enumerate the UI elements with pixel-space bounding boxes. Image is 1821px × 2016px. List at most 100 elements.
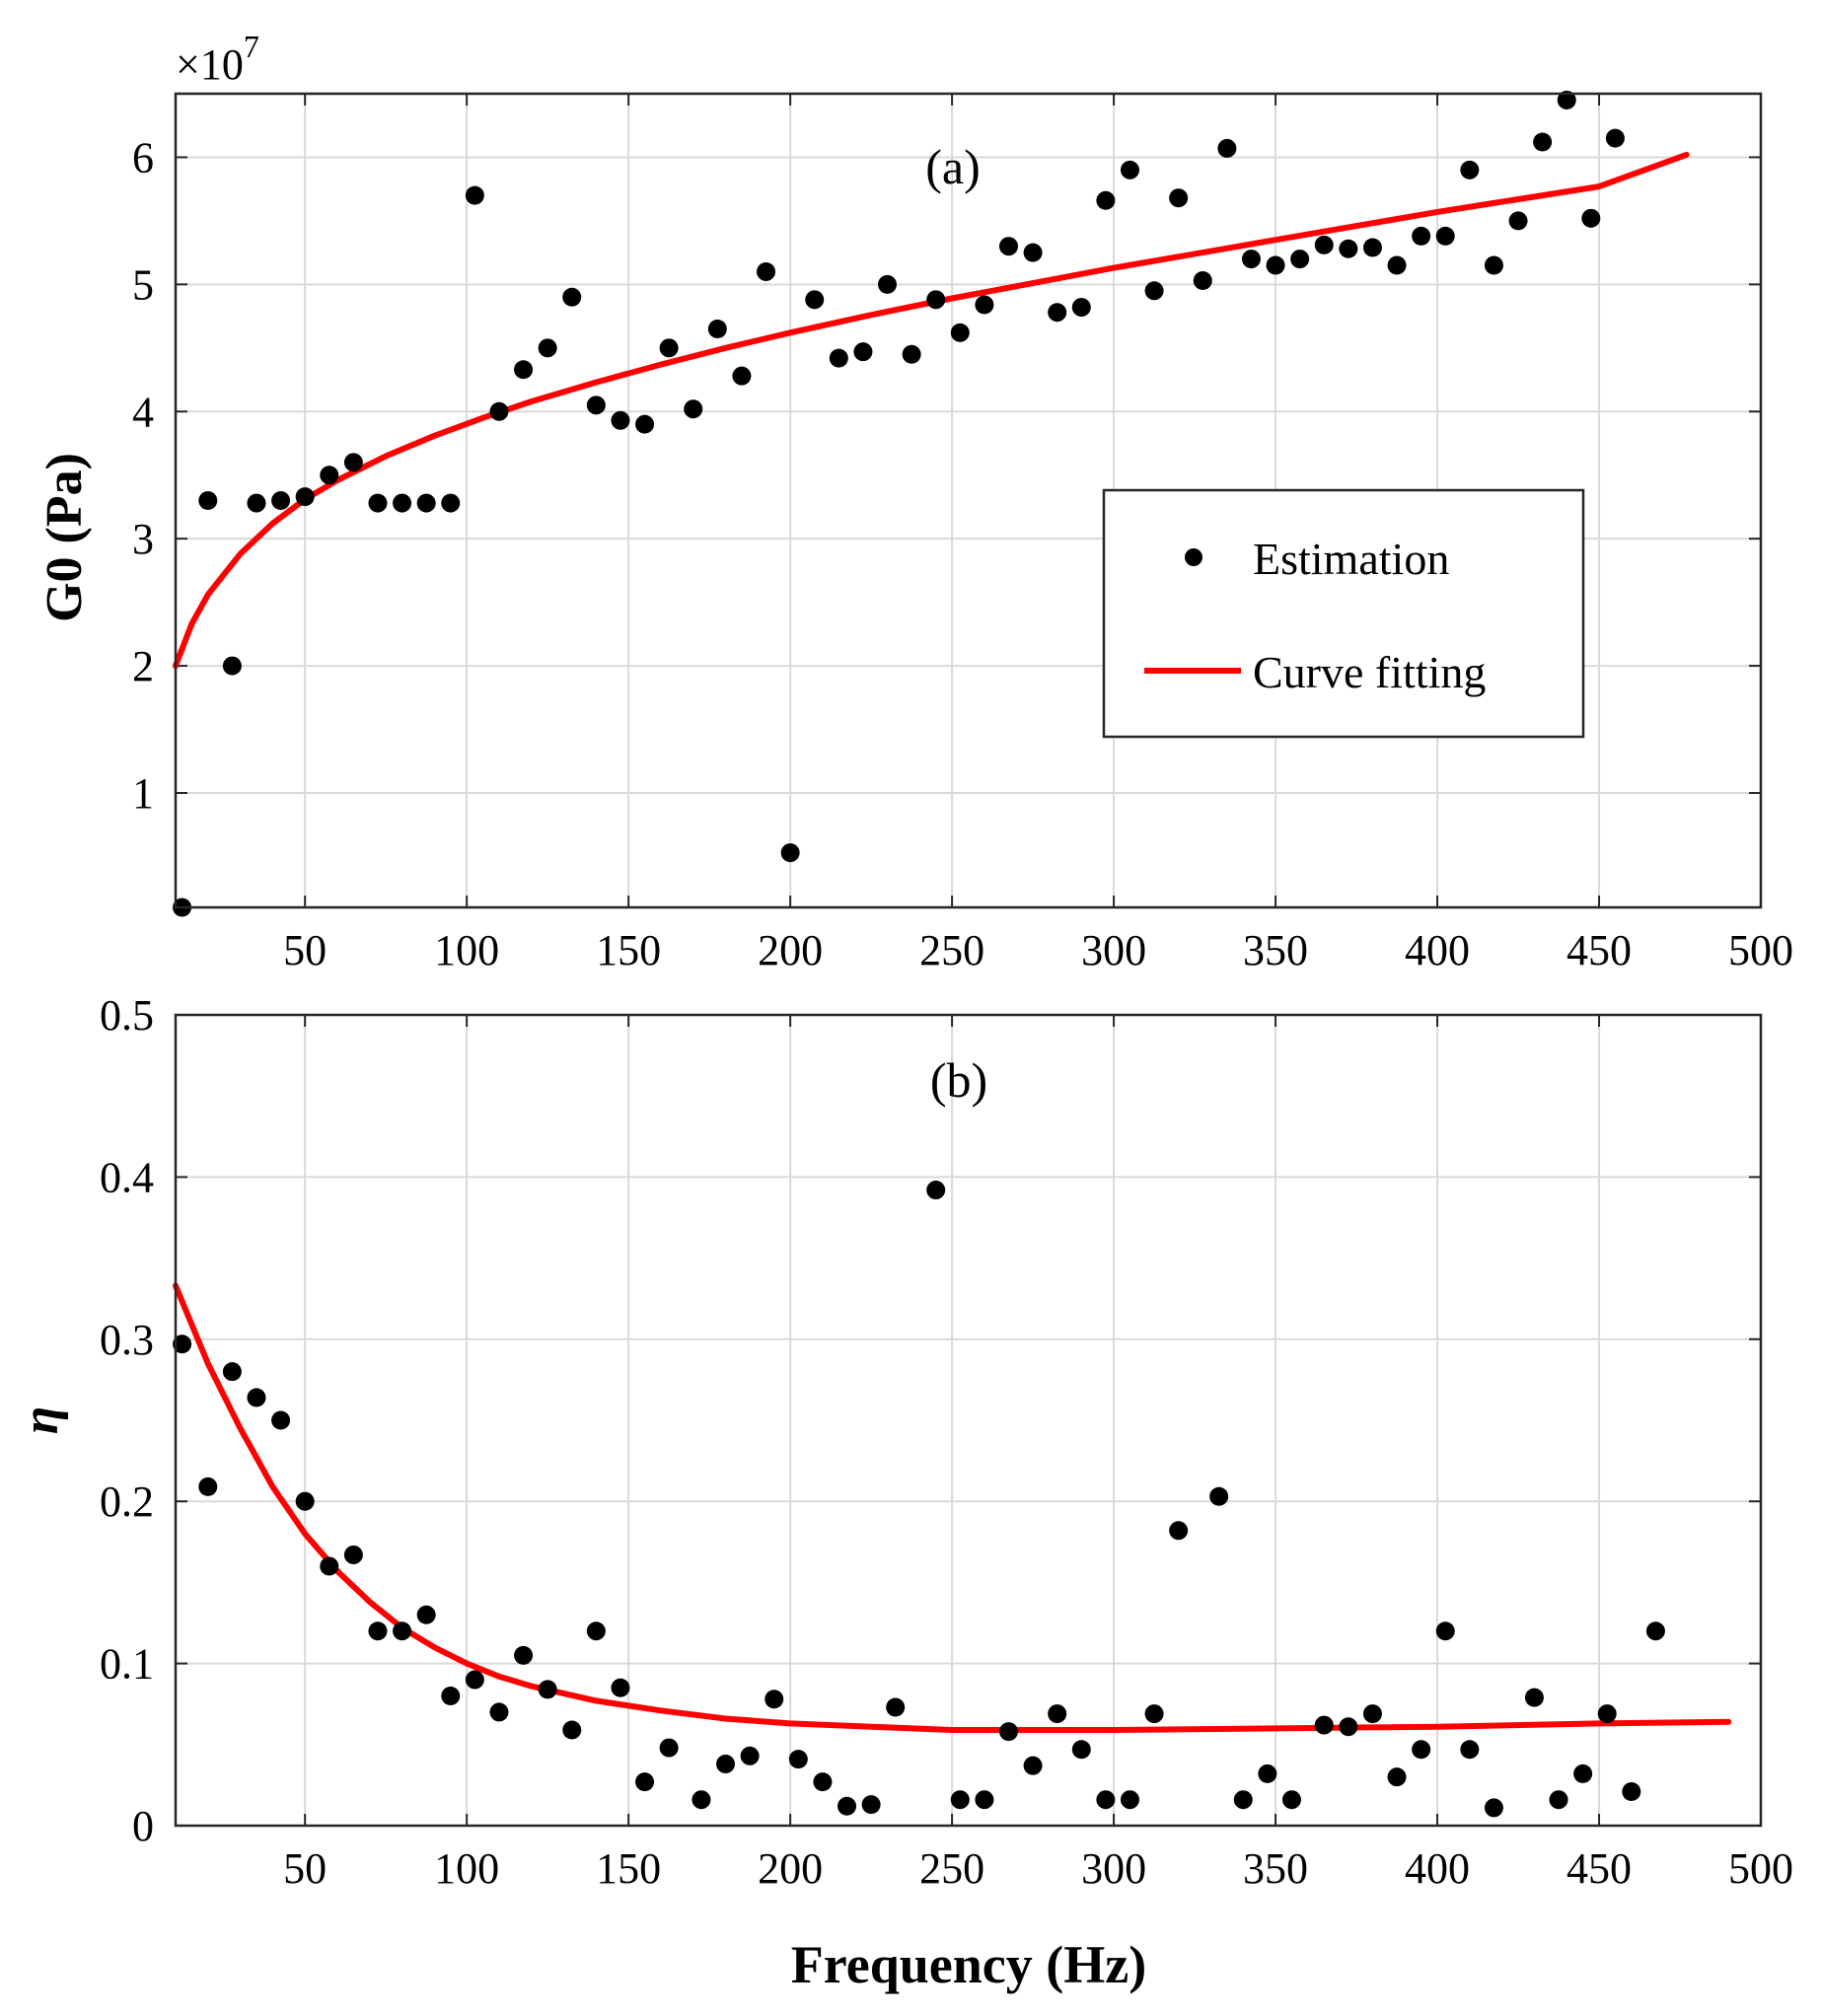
estimation-point	[861, 1795, 881, 1815]
estimation-point	[1144, 281, 1164, 301]
estimation-point	[813, 1772, 833, 1792]
x-tick-label: 200	[758, 926, 823, 974]
estimation-point	[416, 1605, 436, 1624]
estimation-point	[586, 1621, 606, 1641]
estimation-point	[295, 1491, 315, 1511]
estimation-point	[1339, 239, 1358, 258]
x-axis-label: Frequency (Hz)	[791, 1935, 1146, 1994]
estimation-point	[1362, 238, 1382, 257]
estimation-point	[829, 348, 848, 368]
y-tick-label: 5	[132, 260, 154, 309]
estimation-point	[514, 1645, 534, 1665]
y-tick-label: 0.5	[100, 991, 154, 1040]
y-tick-label: 0.1	[100, 1640, 154, 1689]
estimation-point	[1048, 303, 1067, 323]
tick-labels: 50 100 150 200 250 300 350 400 450 500 1 2 3 4 5 6	[132, 94, 1793, 974]
estimation-point	[659, 1738, 679, 1758]
estimation-point	[198, 491, 218, 510]
estimation-point	[838, 1796, 857, 1816]
estimation-point	[465, 1670, 484, 1690]
estimation-point	[465, 185, 484, 205]
estimation-point	[1290, 250, 1310, 269]
estimation-point	[1412, 226, 1431, 246]
y-tick-label: 0.3	[100, 1316, 154, 1364]
axes-frame	[174, 92, 1763, 909]
estimation-point	[1071, 298, 1091, 318]
x-tick-label: 450	[1566, 1844, 1632, 1893]
estimation-point	[1508, 211, 1528, 231]
x-tick-label: 150	[596, 1844, 661, 1893]
estimation-points	[173, 90, 1625, 917]
estimation-point	[222, 1362, 242, 1382]
estimation-point	[538, 1680, 557, 1699]
estimation-point	[514, 360, 534, 380]
estimation-point	[320, 466, 339, 485]
estimation-point	[975, 1790, 994, 1810]
y-tick-label: 3	[132, 515, 154, 563]
estimation-point	[1281, 1790, 1301, 1810]
estimation-point	[732, 366, 752, 386]
estimation-point	[692, 1790, 711, 1810]
estimation-point	[1435, 1621, 1455, 1641]
exponent-base: ×10	[176, 40, 244, 89]
estimation-point	[441, 493, 461, 513]
x-tick-label: 150	[596, 926, 661, 974]
panel-label-a: (a)	[925, 139, 981, 194]
estimation-point	[586, 396, 606, 415]
estimation-point	[271, 1410, 291, 1430]
estimation-point	[1645, 1621, 1665, 1641]
y-tick-label: 1	[132, 769, 154, 818]
estimation-point	[489, 401, 509, 421]
legend-label-curve-fitting: Curve fitting	[1253, 647, 1486, 697]
y-axis-label-b: η	[13, 1406, 69, 1435]
legend-box	[1102, 488, 1585, 739]
estimation-point	[343, 453, 363, 472]
chart-panel-b: 50 100 150 200 250 300 350 400 450 500 0 0.1 0.2 0.3 0…	[13, 991, 1793, 1994]
x-tick-label: 350	[1243, 1844, 1308, 1893]
estimation-point	[1605, 128, 1625, 148]
estimation-point	[886, 1697, 906, 1717]
estimation-point	[1096, 190, 1116, 210]
estimation-point	[1120, 160, 1139, 180]
estimation-point	[998, 1722, 1018, 1742]
x-tick-label: 350	[1243, 926, 1308, 974]
estimation-point	[368, 493, 388, 513]
x-tick-label: 300	[1081, 926, 1146, 974]
estimation-point	[1193, 270, 1212, 290]
legend-label-estimation: Estimation	[1253, 534, 1449, 584]
estimation-point	[393, 1621, 412, 1641]
estimation-point	[562, 287, 582, 307]
x-tick-label: 400	[1405, 926, 1470, 974]
estimation-point	[926, 290, 946, 310]
estimation-point	[368, 1621, 388, 1641]
estimation-point	[1023, 1756, 1043, 1775]
estimation-point	[441, 1686, 461, 1705]
y-axis-label-a: G0 (Pa)	[36, 453, 93, 622]
estimation-point	[247, 493, 266, 513]
estimation-point	[878, 274, 898, 294]
estimation-point	[1096, 1790, 1116, 1810]
estimation-point	[562, 1720, 582, 1740]
estimation-point	[1217, 138, 1237, 158]
x-tick-label: 200	[758, 1844, 823, 1893]
x-tick-label: 450	[1566, 926, 1632, 974]
estimation-point	[1362, 1704, 1382, 1724]
estimation-point	[1557, 90, 1576, 109]
estimation-point	[271, 491, 291, 510]
x-tick-label: 100	[434, 1844, 499, 1893]
estimation-point	[247, 1388, 266, 1407]
estimation-point	[611, 1678, 630, 1697]
estimation-point	[1241, 250, 1261, 269]
estimation-point	[1314, 235, 1334, 254]
estimation-point	[950, 1790, 970, 1810]
panel-label-b: (b)	[930, 1052, 987, 1108]
estimation-point	[489, 1702, 509, 1722]
estimation-points	[173, 1181, 1665, 1818]
estimation-point	[1484, 1798, 1503, 1818]
estimation-point	[975, 295, 994, 315]
estimation-point	[1209, 1486, 1229, 1506]
estimation-point	[635, 1772, 655, 1792]
x-tick-label: 100	[434, 926, 499, 974]
